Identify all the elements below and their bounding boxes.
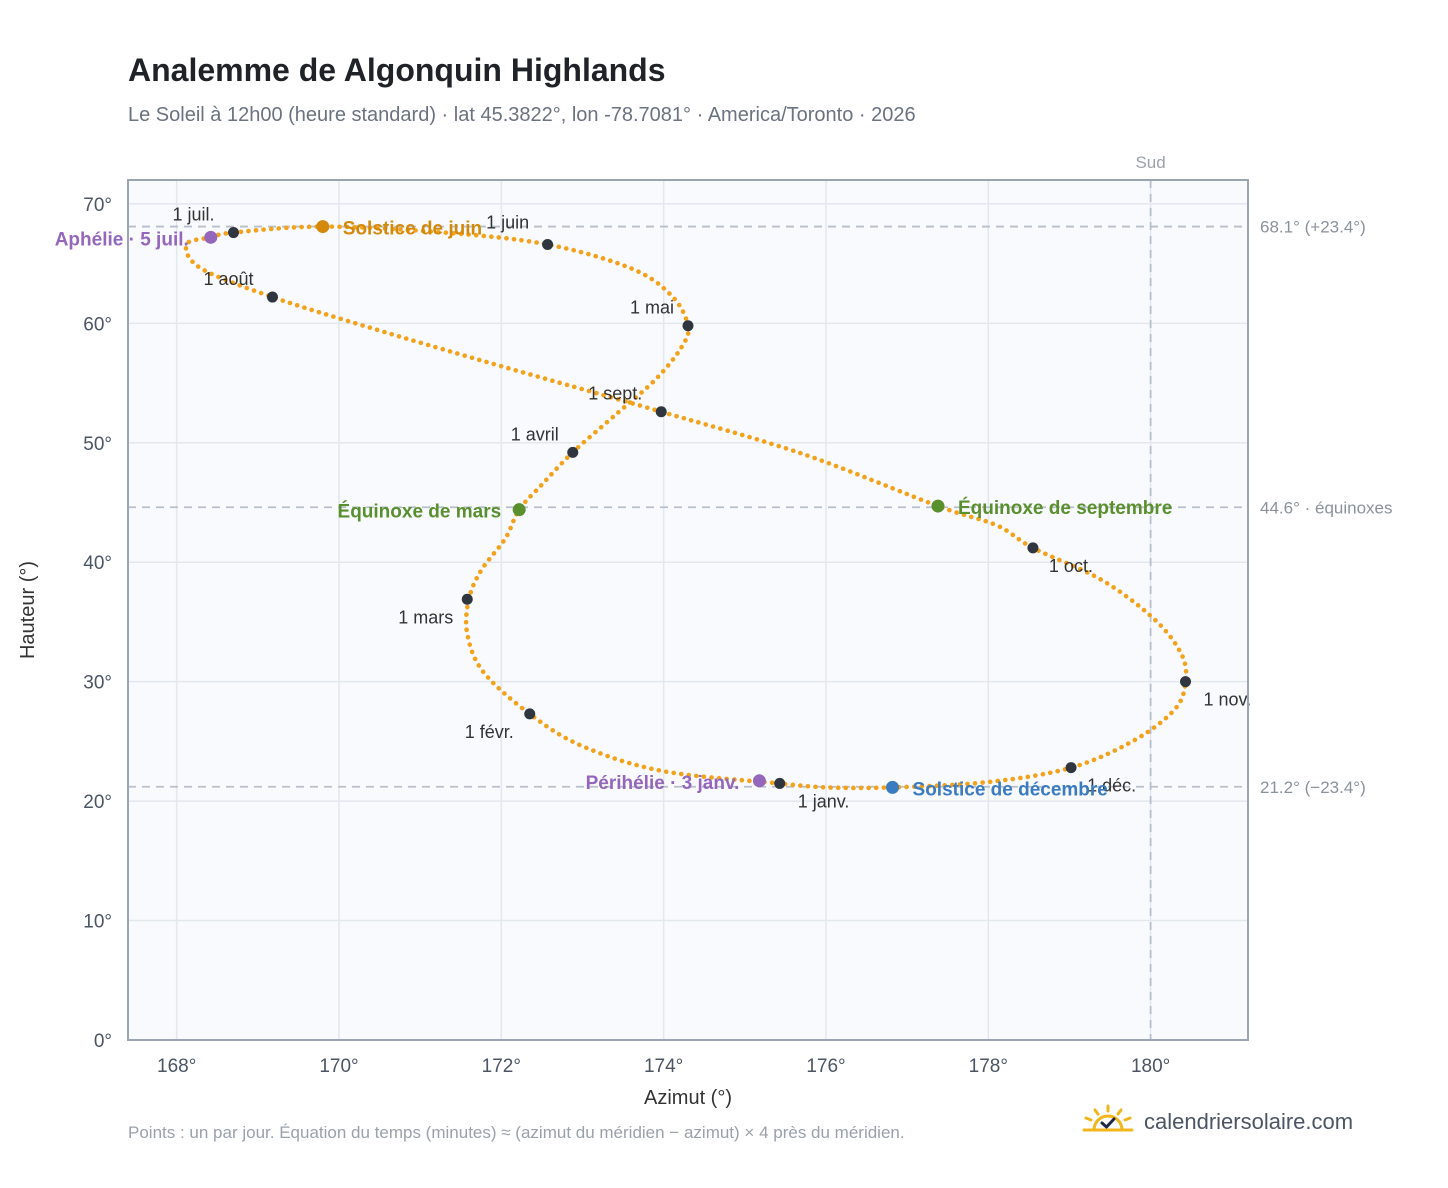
footnote: Points : un par jour. Équation du temps … [128,1123,905,1142]
y-tick-label: 50° [83,434,112,455]
chart-title: Analemme de Algonquin Highlands [128,52,666,88]
sun-check-icon [1082,1104,1134,1139]
month-label: 1 mai [630,298,674,318]
plot-area [128,180,1248,1040]
month-label: 1 sept. [588,384,642,404]
x-tick-label: 174° [644,1056,683,1077]
month-markers: 1 janv. 1 févr. 1 mars 1 avril 1 mai 1 juin 1 … [172,205,1251,812]
y-tick-label: 40° [83,553,112,574]
month-marker [567,446,579,458]
month-marker [1027,542,1039,554]
event-marker [204,230,218,244]
plot-background [128,180,1248,1040]
month-label: 1 janv. [798,791,850,811]
plot-border [127,179,1249,1041]
month-label: 1 juil. [172,205,214,225]
y-tick-label: 60° [83,314,112,335]
x-tick-label: 170° [319,1056,358,1077]
month-marker [542,239,554,250]
month-marker [228,227,240,239]
axes: 168° 170° 172° 174° 176° 178° 180° 0° 10° 20° 30° 4… [17,195,1170,1109]
south-label: Sud [1135,153,1165,172]
x-tick-label: 176° [806,1056,845,1077]
x-tick-label: 172° [482,1056,521,1077]
y-tick-label: 70° [83,195,112,216]
month-marker [524,708,536,720]
month-marker [266,291,278,303]
month-label: 1 déc. [1087,776,1136,796]
event-marker [752,774,766,788]
x-tick-label: 180° [1131,1056,1170,1077]
y-axis-label: Hauteur (°) [17,561,39,659]
y-tick-label: 0° [94,1031,112,1052]
x-axis-label: Azimut (°) [644,1087,732,1109]
event-marker [512,503,526,517]
reference-line-label: 68.1° (+23.4°) [1260,218,1366,237]
y-tick-label: 10° [83,912,112,933]
plot-frame [127,179,1249,1041]
reference-lines: Sud 68.1° (+23.4°) 44.6° · équinoxes 21.2° … [128,153,1393,1040]
event-label: Équinoxe de septembre [958,497,1172,519]
event-label: Solstice de décembre [913,779,1108,800]
month-label: 1 juin [486,213,529,233]
event-label: Aphélie · 5 juil. [55,229,189,250]
event-markers: Aphélie · 5 juil. Solstice de juin Équinox… [55,219,1173,801]
reference-line-label: 21.2° (−23.4°) [1260,778,1366,797]
month-label: 1 août [203,269,253,289]
event-marker [931,499,945,513]
month-label: 1 oct. [1049,556,1093,576]
event-marker [316,220,330,234]
event-label: Solstice de juin [343,219,482,240]
month-marker [655,406,667,418]
month-label: 1 mars [398,607,453,627]
month-marker [774,777,786,789]
month-label: 1 avril [511,424,559,444]
event-marker [886,780,900,794]
event-label: Périhélie · 3 janv. [586,773,740,794]
reference-line-label: 44.6° · équinoxes [1260,498,1393,517]
month-label: 1 nov. [1204,690,1252,710]
y-tick-label: 30° [83,673,112,694]
month-marker [461,593,473,605]
brand-name: calendriersolaire.com [1144,1108,1354,1134]
month-marker [1180,676,1192,688]
brand-logo: calendriersolaire.com [1082,1104,1353,1139]
month-marker [682,320,694,332]
x-tick-label: 178° [969,1056,1008,1077]
event-label: Équinoxe de mars [338,501,502,523]
y-tick-label: 20° [83,792,112,813]
month-label: 1 févr. [465,722,514,742]
chart-subtitle: Le Soleil à 12h00 (heure standard) · lat… [128,104,916,126]
month-marker [1065,762,1077,774]
x-tick-label: 168° [157,1056,196,1077]
